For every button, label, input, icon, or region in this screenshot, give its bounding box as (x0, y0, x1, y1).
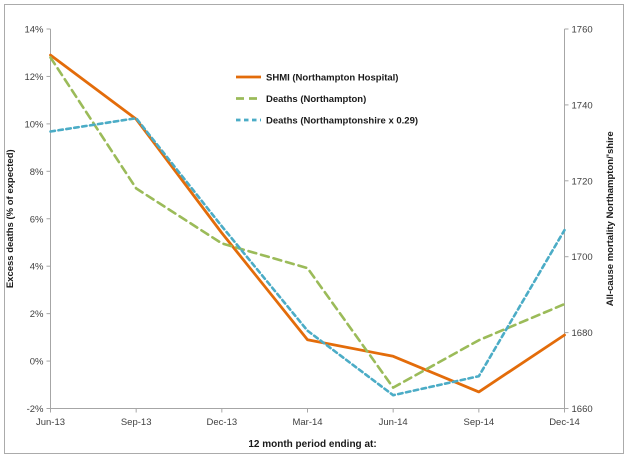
x-axis-tick-label: Jun-13 (36, 417, 65, 428)
left-axis-tick-label: 12% (24, 72, 44, 83)
right-axis-tick-label: 1660 (572, 404, 593, 415)
x-axis-tick-label: Dec-13 (207, 417, 238, 428)
x-axis-title: 12 month period ending at: (248, 439, 376, 450)
legend-label-deaths-northampton: Deaths (Northampton) (266, 94, 366, 105)
left-axis-tick-label: 0% (30, 357, 44, 368)
legend-label-deaths-northamptonshire-x-0-29: Deaths (Northamptonshire x 0.29) (266, 116, 418, 127)
left-axis-tick-label: 2% (30, 309, 44, 320)
series-line-deaths-northamptonshire-x-0-29 (49, 116, 566, 397)
series-line-deaths-northampton (49, 56, 566, 389)
legend-item-deaths-northampton: Deaths (Northampton) (236, 94, 366, 105)
left-axis-tick-label: 14% (24, 25, 44, 36)
legend-item-deaths-northamptonshire-x-0-29: Deaths (Northamptonshire x 0.29) (236, 116, 418, 127)
right-axis-tick-label: 1680 (572, 328, 593, 339)
left-axis-tick-label: 6% (30, 214, 44, 225)
left-axis-tick-label: -2% (27, 404, 44, 415)
chart-frame-border (4, 4, 624, 454)
right-axis-tick-label: 1720 (572, 176, 593, 187)
x-axis-tick-label: Sep-13 (121, 417, 152, 428)
legend-label-shmi-northampton-hospital: SHMI (Northampton Hospital) (266, 73, 398, 84)
x-axis-tick-label: Mar-14 (292, 417, 322, 428)
legend-item-shmi-northampton-hospital: SHMI (Northampton Hospital) (236, 73, 398, 84)
left-axis-tick-label: 10% (24, 119, 44, 130)
series-line-shmi-northampton-hospital (49, 53, 566, 394)
left-axis-tick-label: 8% (30, 167, 44, 178)
left-axis-title: Excess deaths (% of expected) (5, 149, 16, 288)
right-axis-tick-label: 1740 (572, 100, 593, 111)
x-axis-tick-label: Sep-14 (464, 417, 495, 428)
x-axis-tick-label: Dec-14 (549, 417, 580, 428)
x-axis-tick-label: Jun-14 (379, 417, 408, 428)
right-axis-tick-label: 1760 (572, 25, 593, 36)
left-axis-tick-label: 4% (30, 262, 44, 273)
right-axis-title: All-cause mortality Northampton/'shire (605, 131, 616, 306)
right-axis-tick-label: 1700 (572, 252, 593, 263)
